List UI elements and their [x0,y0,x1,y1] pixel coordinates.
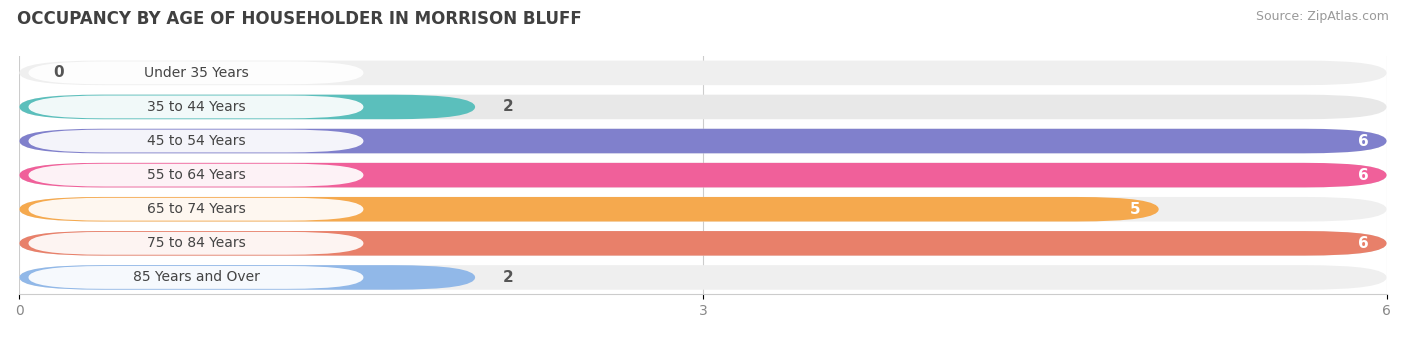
FancyBboxPatch shape [20,95,475,119]
Text: 0: 0 [53,65,65,80]
FancyBboxPatch shape [20,163,1386,187]
FancyBboxPatch shape [20,231,1386,256]
Text: Under 35 Years: Under 35 Years [143,66,249,80]
FancyBboxPatch shape [28,130,363,152]
FancyBboxPatch shape [28,198,363,221]
Text: OCCUPANCY BY AGE OF HOUSEHOLDER IN MORRISON BLUFF: OCCUPANCY BY AGE OF HOUSEHOLDER IN MORRI… [17,10,582,28]
FancyBboxPatch shape [20,95,1386,119]
FancyBboxPatch shape [20,61,1386,85]
Text: Source: ZipAtlas.com: Source: ZipAtlas.com [1256,10,1389,23]
FancyBboxPatch shape [20,129,1386,153]
FancyBboxPatch shape [28,232,363,255]
FancyBboxPatch shape [28,266,363,289]
Text: 45 to 54 Years: 45 to 54 Years [146,134,245,148]
Text: 65 to 74 Years: 65 to 74 Years [146,202,245,216]
FancyBboxPatch shape [20,231,1386,256]
FancyBboxPatch shape [28,96,363,118]
FancyBboxPatch shape [20,265,475,290]
FancyBboxPatch shape [28,62,363,84]
Text: 2: 2 [502,99,513,115]
Text: 2: 2 [502,270,513,285]
Text: 5: 5 [1130,202,1140,217]
Text: 85 Years and Over: 85 Years and Over [132,270,260,285]
FancyBboxPatch shape [20,265,1386,290]
Text: 35 to 44 Years: 35 to 44 Years [146,100,245,114]
Text: 75 to 84 Years: 75 to 84 Years [146,236,245,250]
Text: 6: 6 [1358,236,1368,251]
FancyBboxPatch shape [28,164,363,187]
Text: 6: 6 [1358,134,1368,149]
Text: 55 to 64 Years: 55 to 64 Years [146,168,245,182]
FancyBboxPatch shape [20,197,1159,222]
FancyBboxPatch shape [20,129,1386,153]
FancyBboxPatch shape [20,163,1386,187]
FancyBboxPatch shape [20,197,1386,222]
Text: 6: 6 [1358,168,1368,183]
